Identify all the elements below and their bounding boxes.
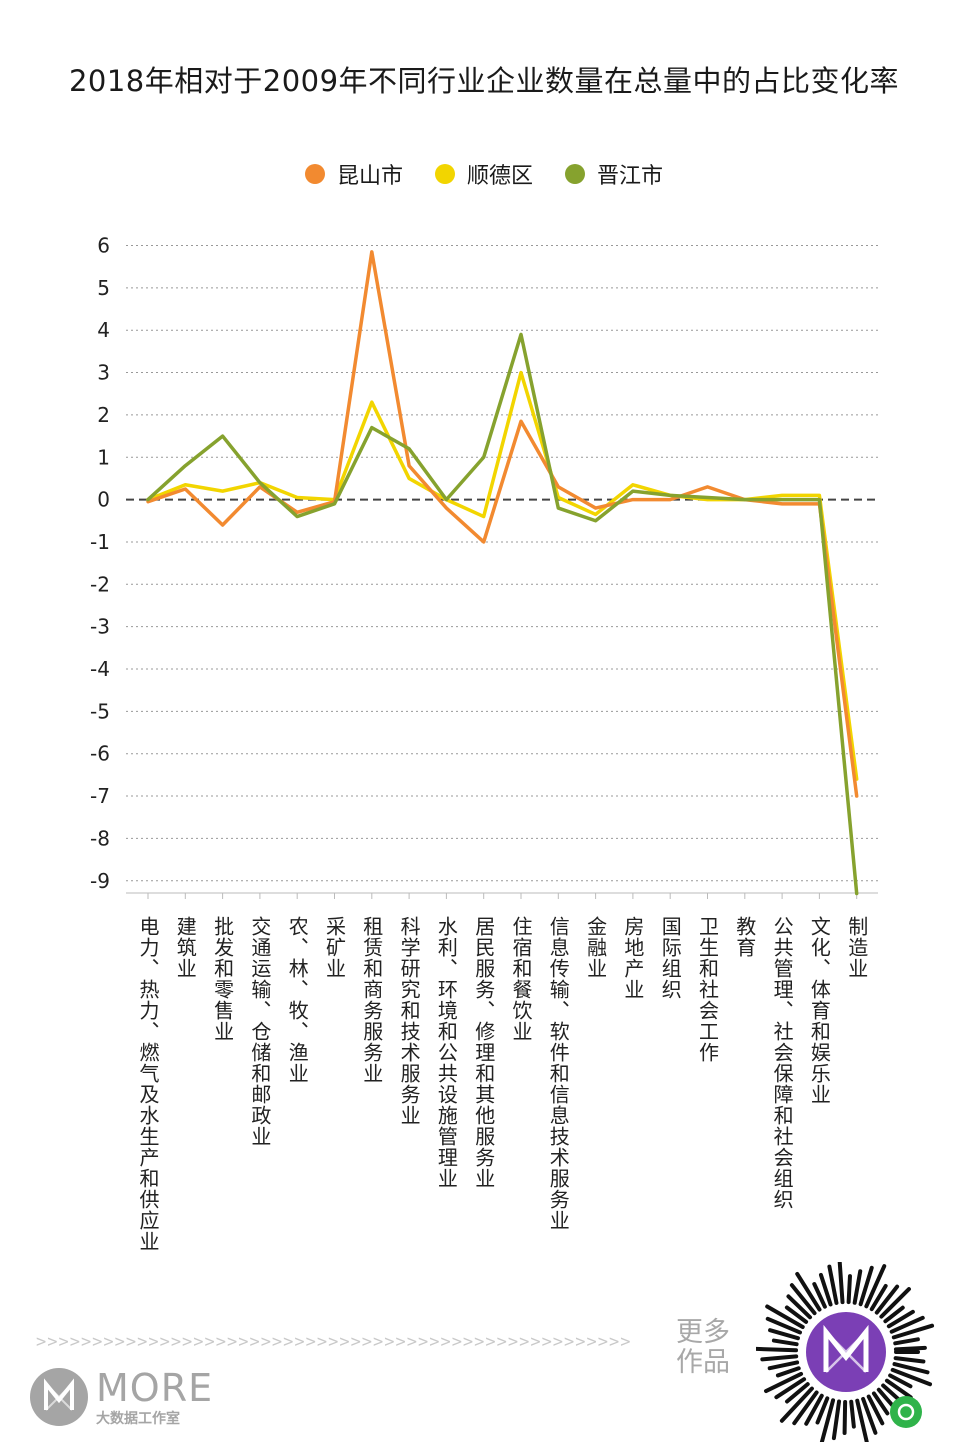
x-tick-label: 交通运输、仓储和邮政业 — [247, 916, 272, 1147]
series-line-2 — [146, 370, 859, 781]
y-tick-label: 6 — [97, 234, 110, 258]
x-tick-label: 水利、环境和公共设施管理业 — [434, 916, 459, 1189]
brand-logo: MORE 大数据工作室 — [30, 1366, 230, 1432]
y-tick-label: -1 — [90, 530, 110, 554]
x-tick-label: 住宿和餐饮业 — [509, 916, 533, 1042]
legend: 昆山市 顺德区 晋江市 — [0, 158, 968, 190]
legend-swatch — [434, 164, 455, 184]
x-tick-label: 房地产业 — [620, 916, 645, 1000]
x-tick-label: 教育 — [732, 916, 757, 958]
legend-swatch — [565, 164, 585, 184]
x-tick-label: 国际组织 — [658, 916, 683, 1000]
qr-code-icon — [754, 1257, 935, 1444]
x-tick-label: 建筑业 — [173, 916, 198, 979]
series-line-1 — [146, 250, 859, 798]
brand-name: MORE — [96, 1366, 214, 1410]
x-tick-label: 居民服务、修理和其他服务业 — [471, 916, 496, 1189]
y-tick-label: 5 — [97, 276, 110, 300]
y-tick-label: 3 — [97, 361, 110, 385]
chart-title: 2018年相对于2009年不同行业企业数量在总量中的占比变化率 — [68, 64, 900, 98]
mini-program-code[interactable] — [754, 1257, 936, 1444]
y-tick-label: 1 — [97, 445, 110, 469]
y-tick-label: -2 — [90, 572, 110, 596]
legend-item: 昆山市 — [304, 158, 403, 190]
x-tick-label: 批发和零售业 — [210, 916, 235, 1042]
x-tick-label: 金融业 — [583, 916, 608, 979]
y-tick-label: -4 — [90, 657, 110, 681]
legend-swatch — [304, 164, 325, 184]
x-tick-label: 采矿业 — [322, 916, 347, 979]
legend-label: 顺德区 — [466, 164, 533, 189]
more-works-label: 更多作品 — [676, 1317, 730, 1378]
x-tick-label: 电力、热力、燃气及水生产和供应业 — [136, 916, 160, 1252]
series-line-3 — [146, 332, 859, 896]
brand-subtitle: 大数据工作室 — [96, 1411, 180, 1427]
y-tick-label: -5 — [90, 699, 110, 723]
y-tick-label: -6 — [90, 742, 110, 766]
x-tick-label: 农、林、牧、渔业 — [285, 916, 310, 1084]
x-tick-label: 租赁和商务服务业 — [359, 916, 384, 1084]
legend-label: 昆山市 — [336, 164, 403, 189]
y-tick-label: 4 — [97, 318, 110, 342]
x-tick-label: 文化、体育和娱乐业 — [807, 916, 832, 1105]
legend-item: 晋江市 — [565, 158, 663, 190]
x-tick-label: 制造业 — [844, 916, 869, 979]
y-tick-label: 2 — [97, 403, 110, 427]
x-tick-label: 信息传输、软件和信息技术服务业 — [546, 916, 571, 1231]
y-tick-label: -3 — [90, 615, 110, 639]
legend-label: 晋江市 — [597, 164, 664, 189]
x-tick-label: 公共管理、社会保障和社会组织 — [770, 916, 795, 1210]
y-tick-label: -7 — [90, 784, 110, 808]
y-tick-label: -8 — [90, 826, 110, 850]
footer-divider-arrows: >>>>>>>>>>>>>>>>>>>>>>>>>>>>>>>>>>>>>>>>… — [36, 1332, 632, 1352]
y-tick-label: -9 — [90, 869, 110, 893]
legend-item: 顺德区 — [434, 158, 533, 190]
brand-emblem-icon — [30, 1368, 88, 1426]
x-tick-label: 卫生和社会工作 — [695, 916, 720, 1063]
y-tick-label: 0 — [97, 488, 110, 512]
x-tick-label: 科学研究和技术服务业 — [397, 916, 422, 1126]
